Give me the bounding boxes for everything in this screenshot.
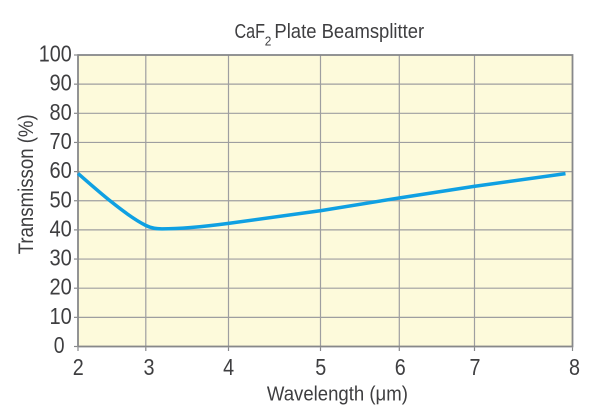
svg-text:6: 6 [395, 354, 406, 380]
svg-text:CaF: CaF [235, 21, 266, 43]
svg-text:20: 20 [50, 274, 72, 300]
svg-text:2: 2 [265, 34, 272, 49]
svg-text:0: 0 [54, 332, 65, 358]
svg-text:100: 100 [39, 41, 72, 67]
svg-text:3: 3 [144, 354, 155, 380]
svg-text:60: 60 [50, 157, 72, 183]
svg-text:50: 50 [50, 186, 72, 212]
svg-text:2: 2 [73, 354, 84, 380]
svg-text:70: 70 [50, 128, 72, 154]
svg-text:40: 40 [50, 215, 72, 241]
svg-text:Wavelength (μm): Wavelength (μm) [267, 383, 408, 405]
svg-text:90: 90 [50, 70, 72, 96]
svg-text:7: 7 [470, 354, 481, 380]
svg-text:Plate Beamsplitter: Plate Beamsplitter [274, 21, 424, 43]
svg-text:5: 5 [315, 354, 326, 380]
svg-text:10: 10 [50, 303, 72, 329]
svg-text:8: 8 [569, 354, 580, 380]
svg-text:Transmisson (%): Transmisson (%) [15, 114, 38, 254]
svg-text:30: 30 [50, 245, 72, 271]
svg-text:4: 4 [223, 354, 234, 380]
svg-text:80: 80 [50, 99, 72, 125]
